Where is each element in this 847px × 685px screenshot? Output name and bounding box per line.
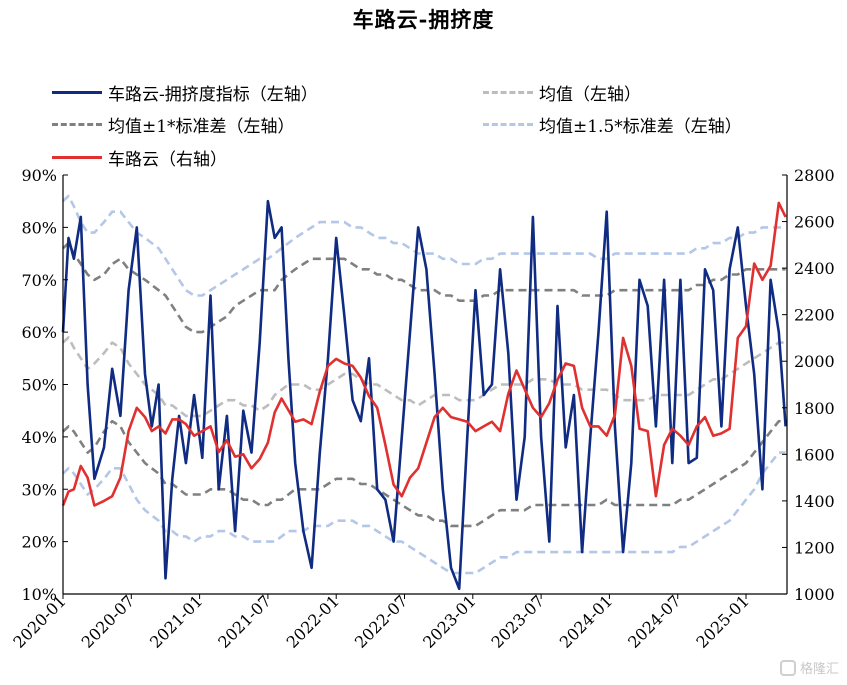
legend-item-price: 车路云（右轴） (52, 146, 227, 170)
series-line-0 (61, 199, 787, 591)
left-tick-label: 40% (21, 428, 57, 447)
legend-swatch (483, 122, 533, 126)
x-tick-label: 2021-01 (146, 591, 206, 651)
series-line-3 (62, 419, 786, 528)
legend-label: 均值±1.5*标准差（左轴） (539, 116, 742, 137)
legend-swatch (52, 90, 102, 94)
series-line-5 (62, 451, 786, 575)
right-tick-label: 2800 (794, 166, 835, 185)
x-tick-label: 2024-01 (556, 591, 616, 651)
legend-swatch (52, 155, 102, 159)
series-line-1 (62, 336, 786, 418)
gelonghui-logo-icon (779, 659, 796, 676)
right-tick-label: 1600 (794, 445, 835, 464)
watermark: 格隆汇 (779, 658, 839, 677)
right-tick-label: 2400 (794, 259, 835, 278)
legend-item-mean: 均值（左轴） (483, 81, 641, 105)
x-tick-label: 2022-01 (283, 591, 343, 651)
x-tick-label: 2024-07 (624, 591, 684, 651)
x-tick-label: 2022-07 (351, 591, 411, 651)
right-tick-label: 2000 (794, 352, 835, 371)
right-tick-label: 1400 (794, 492, 835, 511)
legend-label: 均值±1*标准差（左轴） (108, 116, 295, 137)
legend-swatch (52, 122, 102, 126)
left-tick-label: 10% (21, 585, 57, 604)
right-tick-label: 1200 (794, 538, 835, 557)
left-tick-label: 70% (21, 271, 57, 290)
right-tick-label: 2600 (794, 213, 835, 232)
legend: 车路云-拥挤度指标（左轴） 均值（左轴） 均值±1*标准差（左轴） 均值±1.5… (0, 0, 847, 175)
x-tick-label: 2020-07 (78, 591, 138, 651)
x-tick-label: 2023-07 (487, 591, 547, 651)
legend-label: 车路云-拥挤度指标（左轴） (108, 84, 318, 105)
legend-label: 车路云（右轴） (108, 149, 227, 170)
left-tick-label: 30% (21, 480, 57, 499)
x-tick-label: 2023-01 (419, 591, 479, 651)
legend-label: 均值（左轴） (539, 84, 641, 105)
chart-title: 车路云-拥挤度 (352, 7, 495, 32)
right-tick-label: 2200 (794, 306, 835, 325)
left-tick-label: 80% (21, 218, 57, 237)
series-line-6 (61, 201, 787, 507)
right-tick-label: 1000 (794, 585, 835, 604)
watermark-text: 格隆汇 (799, 662, 839, 677)
left-tick-label: 90% (21, 166, 57, 185)
legend-item-1std: 均值±1*标准差（左轴） (52, 113, 295, 137)
x-tick-label: 2025-01 (692, 591, 752, 651)
legend-swatch (483, 90, 533, 94)
x-tick-label: 2021-07 (214, 591, 274, 651)
left-tick-label: 60% (21, 323, 57, 342)
legend-item-index: 车路云-拥挤度指标（左轴） (52, 81, 318, 105)
left-tick-label: 20% (21, 533, 57, 552)
series-line-4 (62, 194, 786, 297)
right-tick-label: 1800 (794, 399, 835, 418)
legend-item-1-5std: 均值±1.5*标准差（左轴） (483, 113, 742, 137)
left-tick-label: 50% (21, 376, 57, 395)
